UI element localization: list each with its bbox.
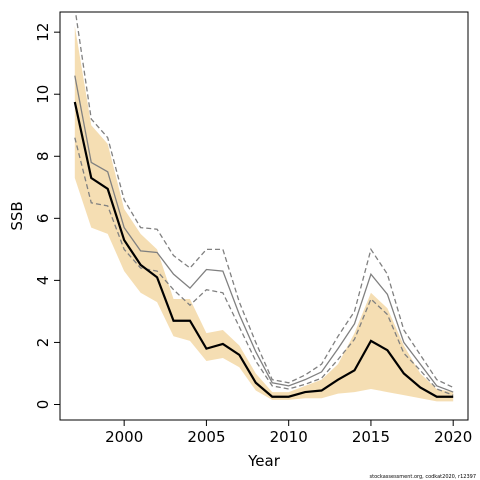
- y-axis-label: SSB: [8, 201, 26, 230]
- y-tick-label: 6: [34, 214, 52, 224]
- x-axis-label: Year: [247, 452, 281, 470]
- y-tick-label: 8: [34, 152, 52, 162]
- x-tick-label: 2000: [105, 428, 143, 446]
- series-line: [74, 75, 454, 393]
- x-tick-label: 2010: [270, 428, 308, 446]
- x-tick-label: 2020: [434, 428, 472, 446]
- plot-frame: [59, 11, 469, 421]
- x-tick-label: 2005: [187, 428, 225, 446]
- y-tick-label: 4: [34, 276, 52, 286]
- x-tick-label: 2015: [352, 428, 390, 446]
- footnote: stockassessment.org, codkat2020, r12397: [370, 474, 476, 480]
- series-line: [74, 12, 454, 389]
- y-tick-label: 2: [34, 338, 52, 348]
- confidence-band: [74, 25, 454, 402]
- plot-area: [73, 12, 454, 402]
- y-tick-label: 10: [34, 85, 52, 104]
- y-tick-label: 12: [34, 23, 52, 42]
- series-line: [74, 137, 454, 396]
- series-line: [73, 101, 454, 398]
- y-tick-label: 0: [34, 400, 52, 410]
